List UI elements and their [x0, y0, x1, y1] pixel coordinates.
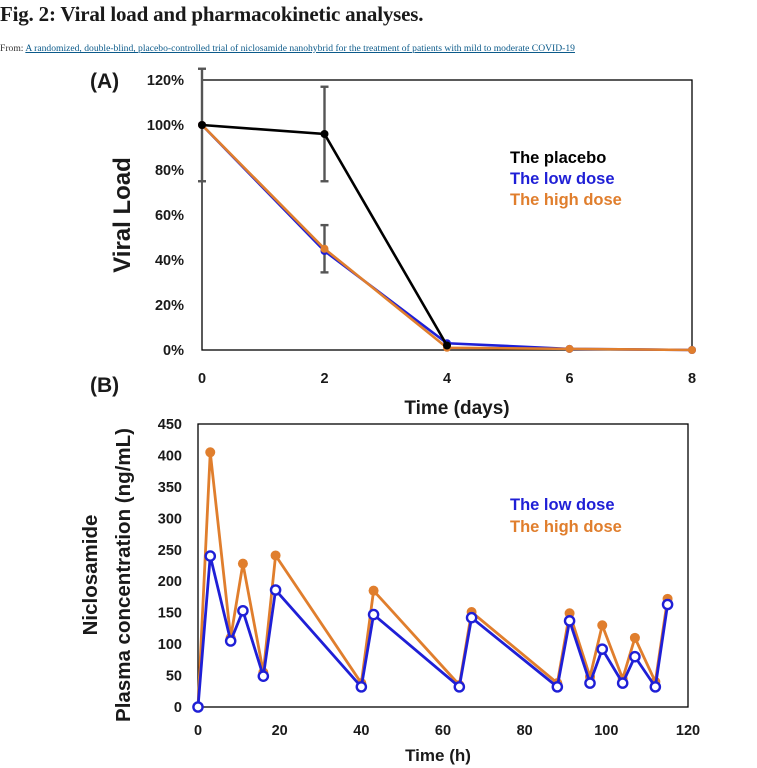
- data-point-high-dose: [629, 632, 640, 643]
- series-line-high-dose: [196, 452, 669, 708]
- data-point-placebo: [198, 121, 206, 129]
- source-article-link[interactable]: A randomized, double-blind, placebo-cont…: [25, 43, 575, 54]
- data-point-low-dose: [616, 677, 629, 689]
- y-tick-label: 250: [158, 543, 182, 559]
- legend-low-dose: The low dose: [510, 496, 615, 514]
- data-point-high-dose: [205, 447, 216, 458]
- legend-high-dose: The high dose: [510, 518, 622, 536]
- y-tick-label: 200: [158, 574, 182, 590]
- y-tick-label: 120%: [147, 73, 184, 89]
- series-line-low-dose: [201, 124, 693, 352]
- x-tick-label: 60: [435, 723, 451, 739]
- panel-label: (B): [90, 374, 119, 397]
- plot-frame: [201, 79, 693, 351]
- legend-placebo: The placebo: [510, 149, 606, 167]
- y-tick-label: 100: [158, 637, 182, 653]
- data-point-high-dose: [320, 244, 329, 253]
- data-point-placebo: [320, 130, 329, 138]
- data-point-high-dose: [368, 585, 379, 596]
- data-point-low-dose: [649, 681, 662, 693]
- y-tick-label: 80%: [155, 163, 184, 179]
- x-tick-label: 6: [565, 371, 573, 387]
- x-tick-label: 120: [676, 723, 700, 739]
- data-point-low-dose: [596, 643, 609, 655]
- source-prefix: From:: [0, 43, 24, 54]
- y-tick-label: 400: [158, 448, 182, 464]
- x-tick-label: 100: [594, 723, 618, 739]
- plot-frame: [197, 423, 689, 708]
- x-tick-label: 80: [517, 723, 533, 739]
- y-tick-label: 450: [158, 417, 182, 433]
- data-point-high-dose: [565, 344, 574, 353]
- data-point-low-dose: [661, 598, 674, 611]
- data-point-low-dose: [224, 635, 237, 647]
- panel-label: (A): [90, 70, 119, 93]
- data-point-low-dose: [551, 681, 564, 693]
- y-tick-label: 100%: [147, 118, 184, 134]
- data-point-low-dose: [584, 677, 596, 689]
- x-axis-label: Time (h): [405, 746, 471, 765]
- data-point-low-dose: [367, 608, 380, 621]
- y-tick-label: 20%: [155, 298, 184, 314]
- data-point-placebo: [443, 341, 451, 350]
- y-tick-label: 40%: [155, 253, 184, 269]
- series-line-low-dose: [196, 555, 669, 708]
- y-tick-label: 0: [174, 700, 182, 716]
- chart-panel-a: (A) 0% 20% 40% 60% 80% 100% 120% 0 2 4 6 8 Time (days…: [90, 67, 696, 419]
- y-tick-label: 50: [166, 669, 182, 685]
- legend-low-dose: The low dose: [510, 170, 615, 188]
- x-axis-label: Time (days): [404, 398, 509, 419]
- data-point-low-dose: [629, 650, 641, 663]
- x-tick-label: 8: [688, 371, 696, 387]
- x-tick-label: 4: [443, 371, 451, 387]
- x-tick-label: 40: [353, 723, 369, 739]
- data-point-low-dose: [355, 681, 368, 693]
- data-point-low-dose: [269, 584, 282, 596]
- data-point-low-dose: [192, 701, 204, 713]
- x-tick-label: 0: [194, 723, 202, 739]
- series-line-high-dose: [201, 124, 693, 352]
- data-point-low-dose: [237, 604, 249, 617]
- data-point-low-dose: [257, 670, 270, 682]
- data-point-high-dose: [688, 346, 696, 354]
- y-tick-label: 150: [158, 606, 182, 622]
- data-point-low-dose: [465, 611, 478, 624]
- data-point-low-dose: [453, 681, 466, 693]
- data-point-low-dose: [204, 550, 217, 562]
- y-tick-label: 300: [158, 511, 182, 527]
- legend-high-dose: The high dose: [510, 191, 622, 209]
- y-tick-label: 0%: [163, 343, 184, 359]
- data-point-high-dose: [597, 620, 608, 631]
- x-tick-label: 2: [320, 371, 328, 387]
- y-tick-label: 350: [158, 480, 182, 496]
- data-point-high-dose: [237, 558, 248, 569]
- y-tick-label: 60%: [155, 208, 184, 224]
- data-point-low-dose: [563, 615, 576, 627]
- x-tick-label: 20: [272, 723, 288, 739]
- data-point-high-dose: [270, 550, 281, 561]
- y-axis-label-line2: Plasma concentration (ng/mL): [112, 428, 135, 722]
- source-line: From: A randomized, double-blind, placeb…: [0, 43, 575, 54]
- y-axis-label-line1: Niclosamide: [79, 515, 102, 636]
- y-axis-label: Viral Load: [109, 157, 136, 273]
- x-tick-label: 0: [198, 371, 206, 387]
- figure-title: Fig. 2: Viral load and pharmacokinetic a…: [0, 2, 424, 26]
